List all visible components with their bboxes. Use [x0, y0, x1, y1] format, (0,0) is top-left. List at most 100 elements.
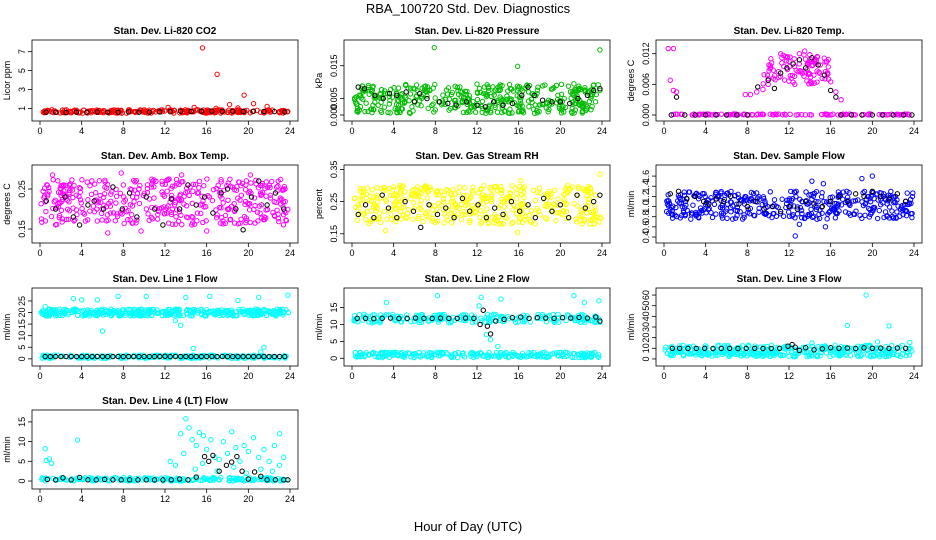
data-point — [739, 216, 746, 222]
data-point — [206, 458, 212, 465]
data-point — [421, 184, 428, 191]
y-tick-label: 40 — [641, 311, 651, 321]
data-point — [836, 351, 842, 357]
data-point — [410, 216, 416, 222]
data-point — [894, 345, 901, 351]
data-point — [156, 208, 162, 215]
data-point — [836, 208, 842, 214]
data-point — [374, 192, 380, 199]
data-point — [246, 201, 252, 208]
data-point — [263, 307, 269, 314]
data-point — [258, 311, 264, 318]
data-point — [697, 205, 704, 211]
data-point — [264, 202, 270, 208]
points-layer — [663, 173, 916, 239]
data-point — [592, 213, 598, 220]
data-point — [582, 85, 588, 91]
data-point — [796, 347, 803, 354]
data-point — [718, 197, 724, 204]
y-axis-label: ml/min — [314, 314, 324, 341]
data-point — [532, 221, 539, 227]
data-point — [59, 219, 65, 225]
data-point — [431, 211, 437, 217]
data-point — [565, 214, 572, 221]
data-point — [855, 353, 861, 359]
data-point — [819, 203, 826, 210]
data-point — [831, 200, 838, 207]
points-layer — [665, 45, 915, 118]
data-point — [594, 353, 601, 360]
data-point — [361, 86, 368, 92]
data-point — [743, 345, 749, 352]
data-point — [214, 212, 220, 218]
y-tick-label: 50 — [641, 301, 651, 311]
data-point — [43, 109, 49, 115]
data-point — [507, 106, 513, 112]
data-point — [819, 346, 826, 352]
data-point — [284, 109, 290, 115]
data-point — [554, 202, 560, 208]
data-point — [592, 313, 598, 320]
data-point — [354, 217, 361, 224]
data-point — [480, 201, 486, 207]
data-point — [490, 84, 496, 90]
data-point — [270, 476, 276, 483]
data-point — [793, 353, 799, 359]
data-point — [665, 45, 671, 52]
data-point — [667, 191, 673, 197]
data-point — [836, 345, 842, 351]
data-point — [744, 112, 751, 118]
data-point — [201, 194, 208, 200]
data-point — [493, 318, 499, 324]
data-point — [228, 429, 235, 435]
data-point — [285, 477, 291, 483]
data-point — [355, 84, 361, 90]
data-point — [808, 112, 815, 118]
data-point — [702, 112, 709, 118]
data-point — [469, 190, 476, 196]
data-point — [199, 193, 205, 200]
data-point — [281, 206, 287, 212]
data-point — [219, 353, 225, 360]
data-point — [499, 187, 505, 193]
data-point — [216, 456, 222, 463]
data-point — [708, 195, 714, 201]
data-point — [275, 183, 281, 189]
data-point — [897, 213, 903, 219]
data-point — [77, 197, 84, 203]
data-point — [821, 198, 827, 205]
data-point — [474, 90, 481, 96]
data-point — [903, 212, 910, 219]
data-point — [65, 216, 72, 223]
y-tick-label: 10 — [17, 437, 27, 447]
data-point — [107, 203, 114, 209]
data-point — [378, 99, 384, 106]
data-point — [118, 170, 124, 176]
data-point — [90, 203, 97, 209]
data-point — [388, 211, 394, 217]
data-point — [241, 92, 247, 98]
data-point — [66, 199, 72, 205]
data-point — [484, 206, 490, 212]
data-point — [786, 203, 792, 210]
data-point — [412, 315, 419, 321]
data-point — [802, 65, 809, 71]
data-point — [589, 103, 595, 110]
data-point — [700, 198, 707, 205]
y-axis-label: degrees C — [2, 183, 12, 225]
data-point — [588, 209, 595, 215]
x-tick-label: 0 — [349, 126, 354, 136]
data-point — [424, 209, 430, 215]
data-point — [390, 184, 397, 190]
data-point — [574, 192, 580, 198]
data-point — [405, 350, 411, 356]
data-point — [526, 82, 533, 89]
data-point — [78, 353, 85, 360]
data-point — [484, 323, 491, 329]
data-point — [474, 96, 481, 103]
data-point — [261, 214, 267, 220]
data-point — [750, 350, 756, 357]
data-point — [261, 446, 267, 453]
data-point — [537, 102, 543, 108]
data-point — [151, 177, 157, 183]
